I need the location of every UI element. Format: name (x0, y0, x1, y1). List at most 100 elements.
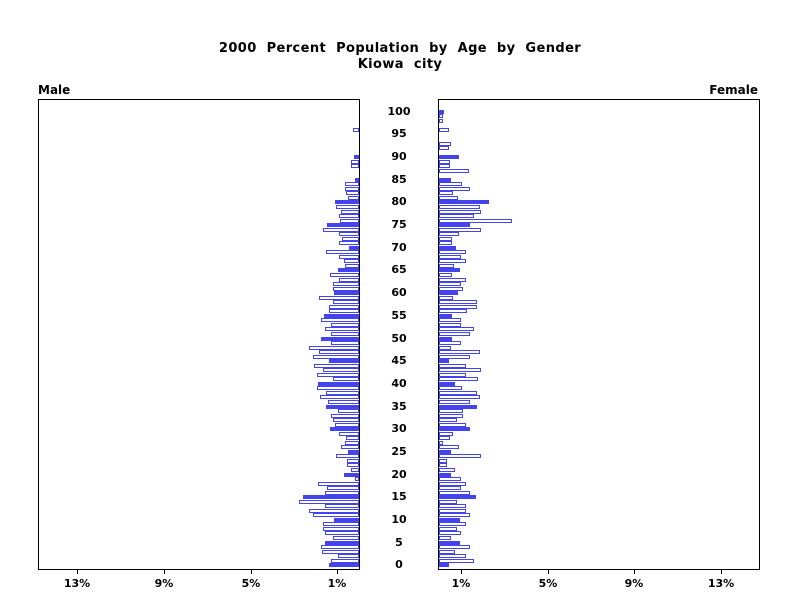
female-age-25-bar (439, 450, 451, 454)
male-age-10-bar (334, 518, 359, 522)
female-axis-tick-9% (634, 570, 635, 574)
male-axis-tick-1% (337, 570, 338, 574)
female-age-55-bar (439, 314, 452, 318)
male-age-37-bar (320, 395, 359, 399)
male-age-65-bar (338, 268, 359, 272)
female-age-9-bar (439, 522, 466, 526)
male-age-28-bar (346, 436, 359, 440)
male-axis-tick-label-5%: 5% (241, 577, 261, 590)
female-age-90-bar (439, 155, 459, 159)
female-age-4-bar (439, 545, 470, 549)
male-age-78-bar (341, 210, 359, 214)
male-age-45-bar (329, 359, 359, 363)
age-tick-label-5: 5 (395, 536, 403, 549)
male-age-32-bar (333, 418, 359, 422)
male-age-66-bar (345, 264, 359, 268)
male-age-85-bar (355, 178, 359, 182)
male-age-9-bar (323, 522, 359, 526)
age-tick-label-35: 35 (391, 400, 407, 413)
male-age-64-bar (330, 273, 359, 277)
female-panel-label: Female (709, 83, 758, 97)
female-age-29-bar (439, 432, 453, 436)
male-age-61-bar (333, 287, 359, 291)
female-age-64-bar (439, 273, 452, 277)
male-age-81-bar (348, 196, 359, 200)
male-age-49-bar (331, 341, 359, 345)
female-axis-tick-label-13%: 13% (707, 577, 735, 590)
female-age-15-bar (439, 495, 476, 499)
female-age-78-bar (439, 210, 481, 214)
female-axis-tick-13% (721, 570, 722, 574)
female-age-41-bar (439, 377, 478, 381)
male-age-84-bar (345, 182, 359, 186)
male-age-43-bar (323, 368, 359, 372)
male-age-26-bar (341, 445, 359, 449)
female-age-46-bar (439, 355, 470, 359)
male-age-48-bar (309, 346, 359, 350)
female-age-14-bar (439, 500, 457, 504)
male-age-90-bar (354, 155, 359, 159)
female-age-58-bar (439, 300, 477, 304)
male-age-24-bar (336, 454, 359, 458)
male-age-8-bar (323, 527, 359, 531)
male-panel-label: Male (38, 83, 71, 97)
male-age-7-bar (325, 531, 359, 535)
male-age-56-bar (329, 309, 359, 313)
male-age-71-bar (339, 241, 359, 245)
male-age-3-bar (322, 550, 359, 554)
male-age-68-bar (339, 255, 359, 259)
male-axis-tick-5% (251, 570, 252, 574)
age-tick-label-20: 20 (391, 468, 407, 481)
female-age-96-bar (439, 128, 449, 132)
male-age-70-bar (349, 246, 359, 250)
male-age-57-bar (329, 305, 359, 309)
age-tick-label-75: 75 (391, 218, 407, 231)
female-age-68-bar (439, 255, 461, 259)
female-axis-tick-5% (548, 570, 549, 574)
age-tick-label-70: 70 (391, 241, 407, 254)
female-age-62-bar (439, 282, 461, 286)
female-age-42-bar (439, 373, 466, 377)
female-age-26-bar (439, 445, 459, 449)
male-age-6-bar (333, 536, 359, 540)
female-age-85-bar (439, 178, 451, 182)
female-age-5-bar (439, 541, 460, 545)
female-age-24-bar (439, 454, 481, 458)
male-bars-panel (38, 99, 360, 570)
chart-subtitle: Kiowa city (357, 57, 443, 72)
male-age-63-bar (339, 278, 359, 282)
age-tick-label-50: 50 (391, 332, 407, 345)
male-axis-tick-label-13%: 13% (63, 577, 91, 590)
female-age-69-bar (439, 250, 466, 254)
male-age-46-bar (313, 355, 359, 359)
female-age-11-bar (439, 513, 470, 517)
female-age-82-bar (439, 191, 453, 195)
male-age-0-bar (329, 563, 359, 567)
female-age-39-bar (439, 386, 462, 390)
female-age-35-bar (439, 405, 477, 409)
female-age-20-bar (439, 473, 451, 477)
male-age-69-bar (326, 250, 359, 254)
age-tick-label-100: 100 (387, 105, 411, 118)
female-age-84-bar (439, 182, 462, 186)
age-tick-label-85: 85 (391, 173, 407, 186)
female-age-37-bar (439, 395, 480, 399)
female-axis-tick-1% (461, 570, 462, 574)
female-axis-tick-label-9%: 9% (624, 577, 644, 590)
male-age-29-bar (339, 432, 359, 436)
age-tick-label-80: 80 (391, 195, 407, 208)
female-age-79-bar (439, 205, 480, 209)
male-age-15-bar (303, 495, 359, 499)
male-age-4-bar (321, 545, 359, 549)
male-age-50-bar (321, 337, 359, 341)
male-age-77-bar (339, 214, 359, 218)
female-age-67-bar (439, 259, 466, 263)
female-age-36-bar (439, 400, 470, 404)
male-age-67-bar (344, 259, 359, 263)
chart-title: 2000 Percent Population by Age by Gender (218, 41, 582, 56)
male-age-36-bar (328, 400, 359, 404)
male-age-34-bar (338, 409, 359, 413)
female-axis-tick-label-1%: 1% (451, 577, 471, 590)
male-age-72-bar (342, 237, 359, 241)
female-age-0-bar (439, 563, 449, 567)
